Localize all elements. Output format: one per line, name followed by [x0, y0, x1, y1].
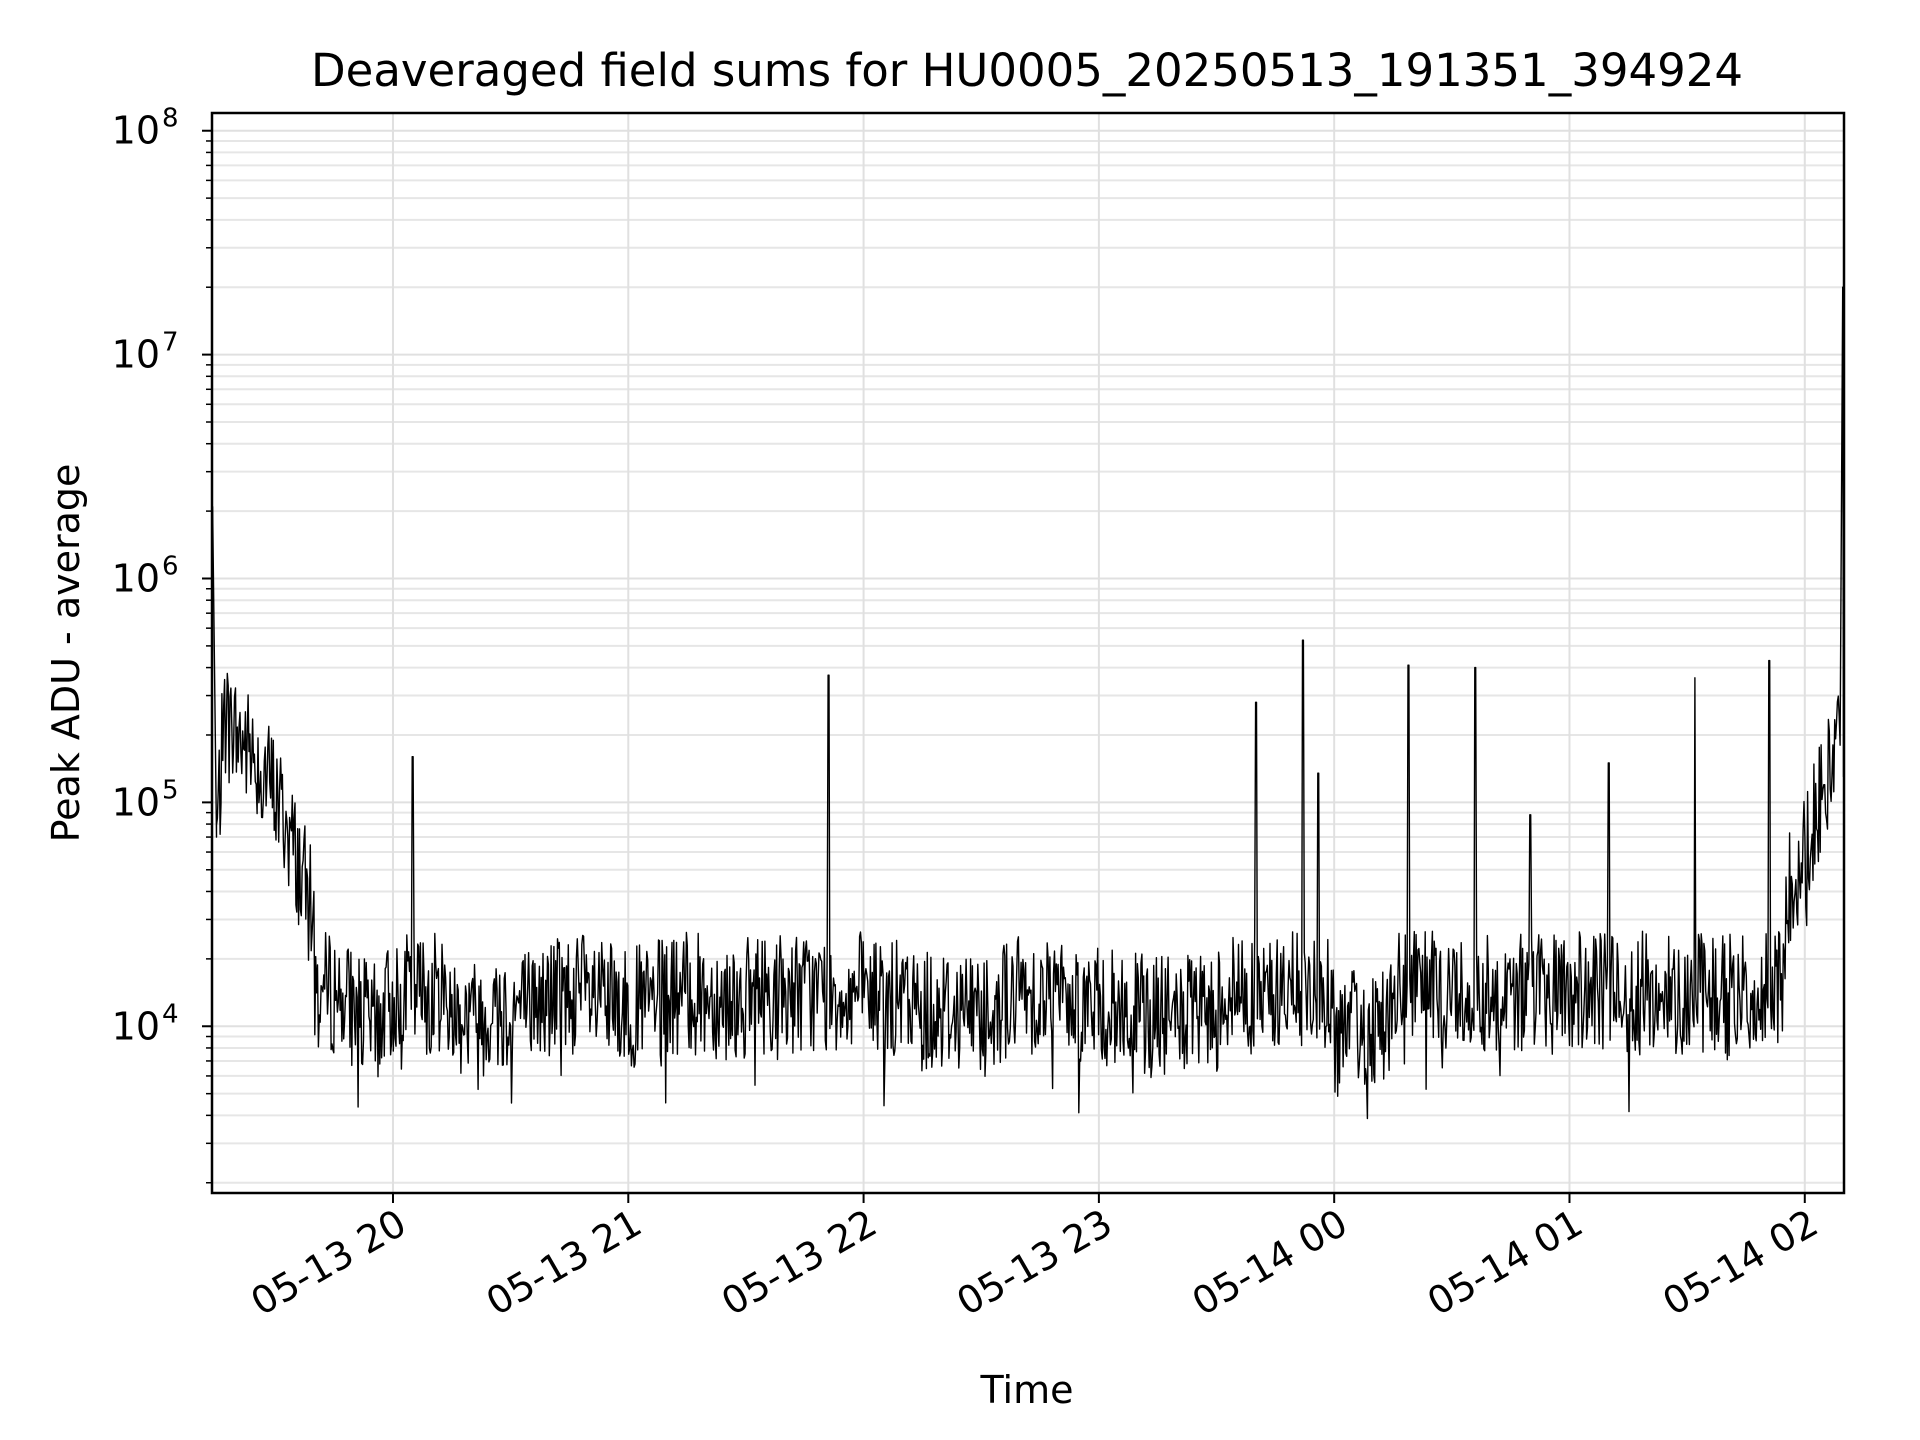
y-tick-exponent: 8 — [162, 104, 179, 134]
y-axis-label: Peak ADU - average — [44, 464, 88, 843]
y-tick-exponent: 7 — [162, 328, 179, 358]
x-tick-label: 05-13 20 — [244, 1201, 414, 1325]
y-tick-label: 10 — [112, 780, 160, 824]
y-tick-label: 10 — [112, 333, 160, 377]
y-tick-label: 10 — [112, 1004, 160, 1048]
x-tick-label: 05-13 21 — [479, 1201, 649, 1325]
y-tick-label: 10 — [112, 556, 160, 600]
y-tick-label: 10 — [112, 109, 160, 153]
x-tick-label: 05-14 01 — [1420, 1201, 1590, 1325]
series-line — [211, 286, 1845, 1120]
plot-frame — [210, 111, 1846, 1195]
x-axis: 05-13 20 05-13 21 05-13 22 05-13 23 05-14 00… — [244, 1193, 1825, 1325]
x-tick-label: 05-13 23 — [949, 1201, 1119, 1325]
chart-title: Deaveraged field sums for HU0005_2025051… — [311, 44, 1743, 97]
y-tick-exponent: 5 — [162, 775, 179, 805]
x-tick-label: 05-14 00 — [1185, 1201, 1355, 1325]
x-axis-label: Time — [980, 1368, 1074, 1412]
x-tick-label: 05-13 22 — [714, 1201, 884, 1325]
y-tick-exponent: 4 — [162, 999, 179, 1029]
x-tick-label: 05-14 02 — [1655, 1201, 1825, 1325]
y-tick-exponent: 6 — [162, 551, 179, 581]
